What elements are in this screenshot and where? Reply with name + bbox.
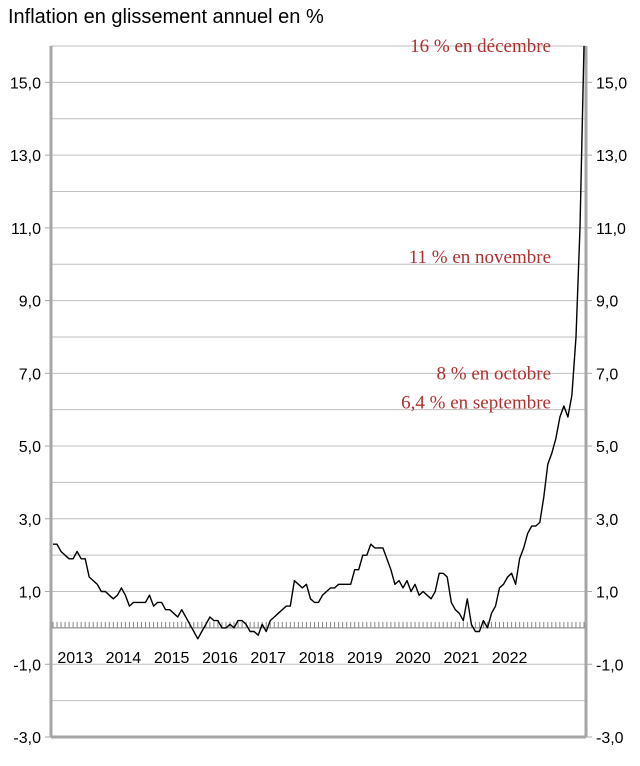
y-tick-label-right: 15,0 (596, 75, 627, 92)
year-label: 2022 (492, 650, 528, 667)
y-tick-label-left: 13,0 (10, 148, 41, 165)
y-tick-label-left: 7,0 (19, 366, 41, 383)
year-label: 2015 (154, 650, 190, 667)
inflation-series-line (53, 45, 585, 640)
y-tick-label-left: 15,0 (10, 75, 41, 92)
y-tick-label-right: 5,0 (596, 439, 618, 456)
y-tick-label-right: 11,0 (596, 221, 626, 238)
year-label: 2021 (444, 650, 480, 667)
series-group (53, 45, 585, 640)
y-tick-label-right: 9,0 (596, 294, 618, 311)
y-tick-label-left: 3,0 (19, 512, 41, 529)
year-label: 2018 (299, 650, 335, 667)
y-tick-label-right: 1,0 (596, 585, 618, 602)
chart-title: Inflation en glissement annuel en % (8, 6, 324, 28)
year-label: 2014 (106, 650, 142, 667)
y-tick-label-right: -1,0 (596, 657, 624, 674)
y-tick-label-left: -1,0 (13, 657, 41, 674)
annotation-label: 16 % en décembre (410, 36, 551, 57)
year-label: 2013 (57, 650, 93, 667)
year-label: 2016 (202, 650, 238, 667)
y-tick-label-left: 1,0 (19, 585, 41, 602)
y-axis-left: -3,0 -1,0 1,0 3,0 5,0 7,0 9,0 11,0 13,0 15,0 (10, 75, 51, 747)
annotations: 16 % en décembre 11 % en novembre 8 % en o… (401, 36, 551, 413)
y-tick-label-left: 5,0 (19, 439, 41, 456)
y-tick-label-right: 7,0 (596, 366, 618, 383)
annotation-label: 11 % en novembre (409, 247, 551, 268)
zero-axis-ticks (51, 621, 586, 629)
year-label: 2017 (250, 650, 286, 667)
annotation-label: 6,4 % en septembre (401, 392, 551, 413)
y-tick-label-left: 11,0 (11, 221, 41, 238)
plot-frame (49, 46, 588, 739)
y-axis-right: -3,0 -1,0 1,0 3,0 5,0 7,0 9,0 11,0 13,0 15,0 (586, 75, 627, 747)
year-label: 2020 (395, 650, 431, 667)
y-tick-label-left: -3,0 (13, 730, 41, 747)
y-tick-label-right: -3,0 (596, 730, 624, 747)
year-labels: 2013 2014 2015 2016 2017 2018 2019 2020 2021 2022 (57, 650, 527, 667)
y-tick-label-left: 9,0 (19, 294, 41, 311)
year-label: 2019 (347, 650, 383, 667)
y-tick-label-right: 13,0 (596, 148, 627, 165)
annotation-label: 8 % en octobre (437, 363, 551, 384)
y-tick-label-right: 3,0 (596, 512, 618, 529)
